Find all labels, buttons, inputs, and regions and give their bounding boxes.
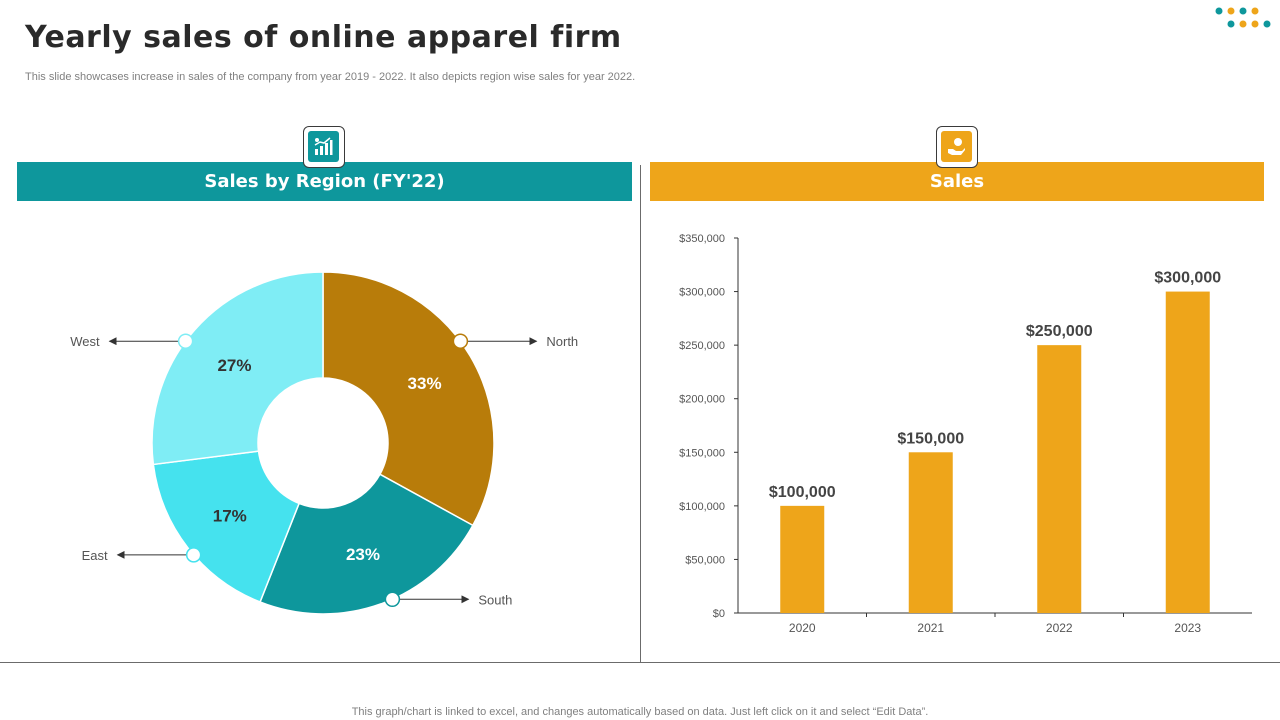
sales-icon-frame [936, 126, 978, 168]
donut-slice-west [151, 271, 324, 466]
bar-2020 [780, 505, 825, 613]
region-icon-frame [303, 126, 345, 168]
sales-chart-header: Sales [650, 162, 1264, 201]
region-chart-header: Sales by Region (FY'22) [17, 162, 632, 201]
bar-data-label: $150,000 [897, 430, 964, 447]
y-tick-label: $350,000 [679, 233, 725, 245]
x-tick-label: 2022 [1046, 621, 1073, 635]
y-tick-label: $100,000 [679, 501, 725, 513]
y-tick-label: $250,000 [679, 340, 725, 352]
callout-label-north: North [546, 334, 578, 349]
sales-bar-chart: $0 $50,000 $100,000 $150,000 $200,000 $250,00… [679, 233, 1252, 635]
x-tick-label: 2020 [789, 621, 816, 635]
donut-value-label: 23% [346, 545, 380, 564]
y-tick-label: $0 [713, 608, 725, 620]
bar-2021 [908, 452, 953, 613]
page-subtitle: This slide showcases increase in sales o… [25, 71, 636, 83]
footer-note: This graph/chart is linked to excel, and… [351, 706, 929, 718]
decorative-dots-icon [1215, 7, 1271, 28]
y-tick-label: $150,000 [679, 447, 725, 459]
horizontal-divider [0, 662, 1280, 663]
vertical-divider [640, 165, 641, 663]
callout-dot-east [185, 547, 202, 563]
callout-dot-south [384, 591, 401, 608]
y-tick-label: $300,000 [679, 287, 725, 299]
callout-dot-north [452, 333, 469, 349]
callout-label-east: East [82, 548, 108, 563]
donut-value-label: 27% [217, 356, 251, 375]
callout-label-south: South [478, 592, 512, 607]
donut-value-label: 33% [408, 374, 442, 393]
page-title: Yearly sales of online apparel firm [25, 20, 622, 55]
y-tick-label: $50,000 [685, 554, 725, 566]
x-tick-label: 2021 [917, 621, 944, 635]
region-donut-chart: 33% 23% 17% 27% North South East West [70, 271, 578, 615]
growth-chart-icon [308, 131, 339, 162]
bar-2023 [1165, 291, 1210, 613]
bar-data-label: $300,000 [1154, 270, 1221, 287]
money-hand-icon [941, 131, 972, 162]
x-tick-label: 2023 [1174, 621, 1201, 635]
callout-label-west: West [70, 334, 100, 349]
donut-slice-north [322, 271, 495, 527]
callout-dot-west [177, 333, 194, 349]
donut-value-label: 17% [213, 506, 247, 525]
bar-data-label: $100,000 [769, 484, 836, 501]
donut-slice-east [152, 450, 301, 603]
bar-2022 [1037, 345, 1082, 613]
y-tick-label: $200,000 [679, 394, 725, 406]
donut-slice-south [259, 473, 474, 615]
bar-data-label: $250,000 [1026, 323, 1093, 340]
